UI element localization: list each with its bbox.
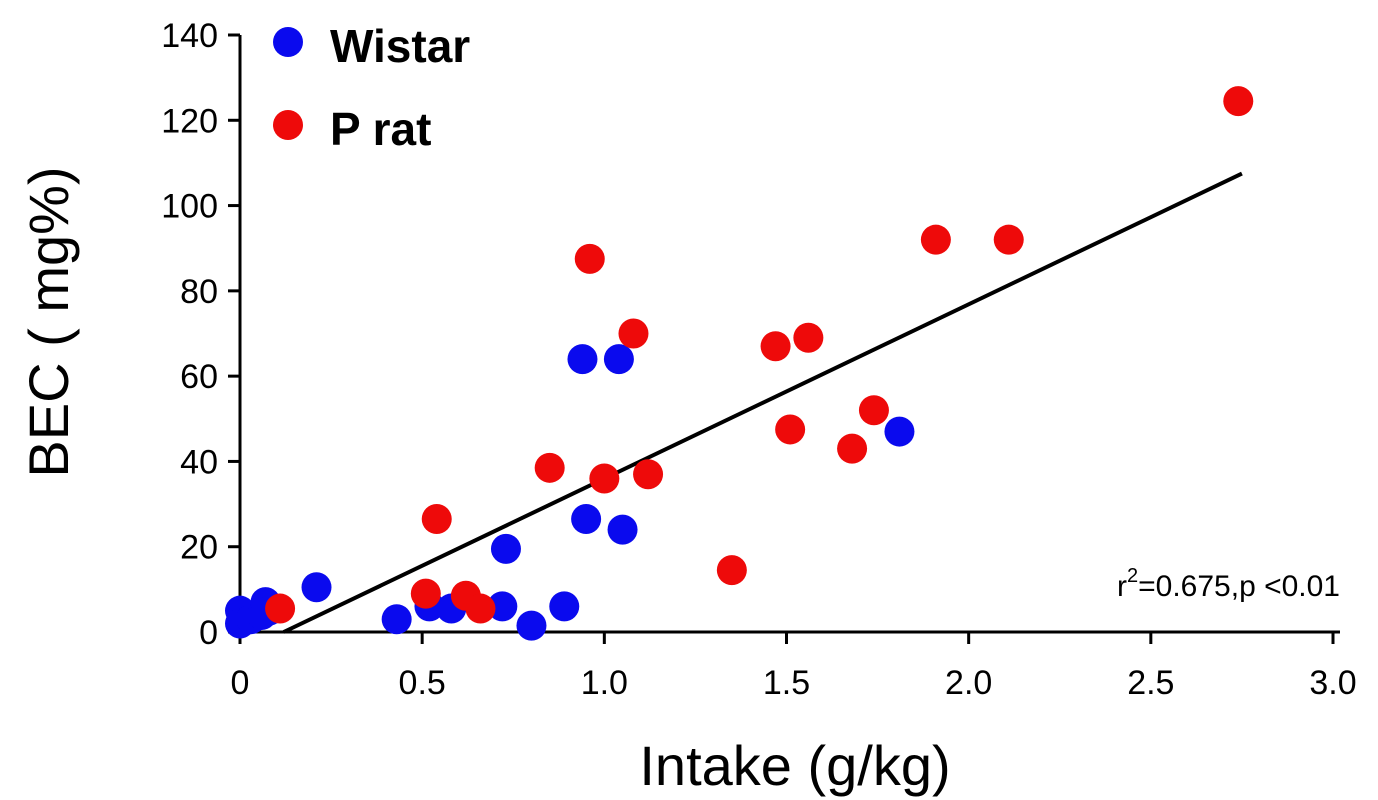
stat-value: =0.675,p <0.01 (1138, 570, 1340, 603)
x-tick-label: 0.5 (399, 664, 446, 702)
data-point-p-rat (589, 463, 620, 494)
y-ticks: 0 20 40 60 80 100 120 140 (161, 17, 240, 652)
x-axis-title: Intake (g/kg) (639, 734, 950, 797)
legend-marker-p-rat (273, 110, 303, 140)
data-point-p-rat (716, 555, 747, 586)
x-tick-label: 3.0 (1309, 664, 1356, 702)
data-point-wistar (884, 416, 915, 447)
data-point-wistar (381, 604, 412, 635)
stat-superscript: 2 (1127, 565, 1138, 587)
y-tick-label: 60 (180, 358, 218, 396)
data-point-wistar (567, 344, 598, 375)
data-points (225, 86, 1254, 641)
data-point-p-rat (1223, 86, 1254, 117)
data-point-p-rat (421, 503, 452, 534)
data-point-p-rat (633, 459, 664, 490)
y-tick-label: 20 (180, 529, 218, 567)
data-point-wistar (607, 514, 638, 545)
legend-label-p-rat: P rat (330, 103, 431, 155)
y-tick-label: 100 (161, 188, 218, 226)
data-point-p-rat (837, 433, 868, 464)
data-point-p-rat (410, 578, 441, 609)
data-point-wistar (516, 610, 547, 641)
legend-label-wistar: Wistar (330, 20, 470, 72)
legend-marker-wistar (273, 27, 303, 57)
stats-annotation: r2=0.675,p <0.01 (1117, 565, 1340, 603)
data-point-p-rat (775, 414, 806, 445)
data-point-p-rat (793, 322, 824, 353)
data-point-wistar (603, 344, 634, 375)
x-tick-label: 2.5 (1127, 664, 1174, 702)
x-tick-label: 1.0 (581, 664, 628, 702)
data-point-wistar (571, 503, 602, 534)
x-tick-label: 0 (231, 664, 250, 702)
y-tick-label: 80 (180, 273, 218, 311)
data-point-p-rat (574, 243, 605, 274)
y-tick-label: 40 (180, 443, 218, 481)
x-tick-label: 1.5 (763, 664, 810, 702)
data-point-wistar (549, 591, 580, 622)
data-point-p-rat (265, 593, 296, 624)
x-tick-label: 2.0 (945, 664, 992, 702)
data-point-wistar (301, 572, 332, 603)
data-point-p-rat (858, 395, 889, 426)
y-axis-title: BEC ( mg%) (17, 166, 80, 477)
y-tick-label: 140 (161, 17, 218, 55)
data-point-p-rat (993, 224, 1024, 255)
regression-line (282, 171, 1243, 634)
legend: Wistar P rat (273, 20, 470, 155)
data-point-p-rat (534, 452, 565, 483)
data-point-wistar (487, 591, 518, 622)
data-point-p-rat (618, 318, 649, 349)
svg-text:r2=0.675,p <0.01: r2=0.675,p <0.01 (1117, 565, 1340, 603)
data-point-wistar (490, 533, 521, 564)
y-tick-label: 0 (199, 614, 218, 652)
stat-r: r (1117, 570, 1127, 603)
data-point-p-rat (465, 593, 496, 624)
data-point-p-rat (760, 331, 791, 362)
x-ticks: 0 0.5 1.0 1.5 2.0 2.5 3.0 (231, 632, 1357, 702)
data-point-p-rat (920, 224, 951, 255)
y-tick-label: 120 (161, 102, 218, 140)
